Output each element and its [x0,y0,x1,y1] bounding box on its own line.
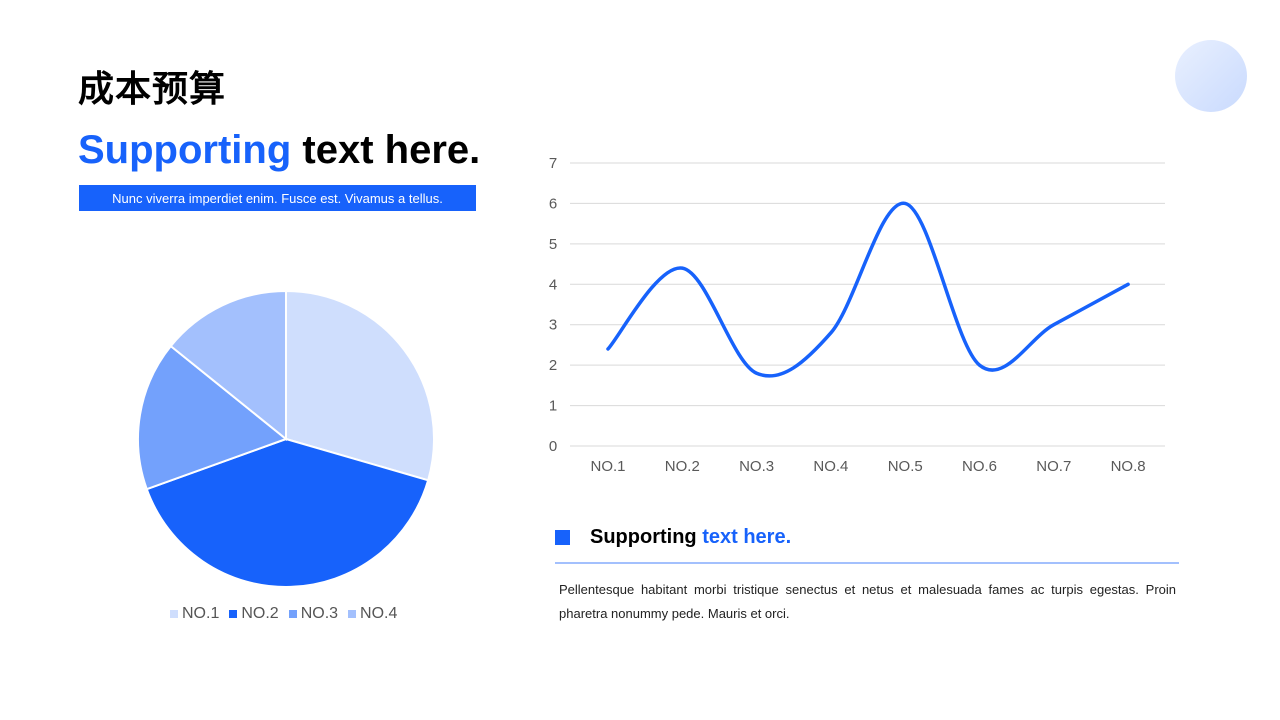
pie-slice-no4 [169,289,287,442]
x-tick-label: NO.6 [962,458,997,475]
divider [555,562,1179,564]
headline: Supporting text here. [78,128,480,173]
x-tick-label: NO.7 [1036,458,1071,475]
square-bullet-icon [555,530,570,545]
pie-slice-no2 [145,437,430,588]
y-tick-label: 4 [549,276,557,293]
pie-slice-no3 [137,344,289,491]
x-tick-label: NO.5 [888,458,923,475]
decorative-circle [1175,40,1247,112]
pie-legend: NO.1 NO.2 NO.3 NO.4 [170,605,397,623]
y-tick-label: 5 [549,236,557,253]
y-tick-label: 1 [549,398,557,415]
legend-label: NO.1 [182,605,220,622]
legend-item: NO.2 [229,605,279,623]
pie-slice-no1 [285,289,435,482]
x-tick-label: NO.4 [813,458,848,475]
x-tick-label: NO.8 [1111,458,1146,475]
y-tick-label: 3 [549,317,557,334]
section-paragraph: Pellentesque habitant morbi tristique se… [559,582,1176,621]
headline-highlight: Supporting [78,128,292,172]
y-tick-label: 0 [549,438,557,455]
y-tick-label: 6 [549,195,557,212]
legend-swatch [229,610,238,618]
headline-rest: text here. [302,128,481,172]
legend-label: NO.2 [241,605,279,622]
section-heading: Supporting text here. [590,526,791,549]
x-tick-label: NO.2 [665,458,700,475]
banner: Nunc viverra imperdiet enim. Fusce est. … [79,185,476,211]
legend-label: NO.3 [300,605,339,622]
line-series [606,201,1130,378]
legend-swatch [348,610,357,618]
legend-swatch [170,610,178,618]
x-tick-label: NO.1 [590,458,625,475]
y-tick-label: 7 [549,155,557,172]
x-tick-label: NO.3 [739,458,774,475]
legend-item: NO.4 [348,605,397,623]
section-heading-highlight: text here. [702,526,792,548]
y-tick-label: 2 [549,357,557,374]
legend-swatch [288,610,297,618]
legend-item: NO.1 [170,605,219,623]
section-heading-prefix: Supporting [590,526,697,548]
legend-item: NO.3 [288,605,339,623]
legend-label: NO.4 [360,605,398,622]
page-title: 成本预算 [78,69,227,110]
